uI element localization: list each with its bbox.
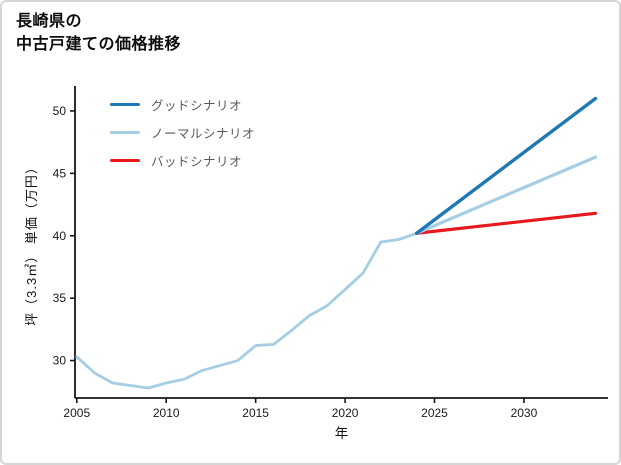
x-tick-label: 2005: [63, 406, 90, 420]
legend-swatch-bad-scenario: [110, 158, 140, 162]
x-axis-label: 年: [334, 426, 349, 441]
chart-title: 長崎県の 中古戸建ての価格推移: [16, 10, 181, 56]
y-tick-label: 30: [53, 354, 67, 368]
y-tick-label: 50: [53, 104, 67, 118]
legend-swatch-good-scenario: [110, 102, 140, 106]
series-line-historical-price: [75, 231, 419, 390]
legend: グッドシナリオ ノーマルシナリオ バッドシナリオ: [110, 90, 255, 174]
x-tick-label: 2010: [153, 406, 180, 420]
y-tick-label: 40: [53, 229, 67, 243]
series-line-scenario-1: [415, 155, 598, 235]
x-tick-label: 2015: [242, 406, 269, 420]
x-tick-label: 2030: [511, 406, 538, 420]
chart-title-line2: 中古戸建ての価格推移: [16, 36, 182, 53]
x-tick-label: 2025: [421, 406, 448, 420]
legend-label-normal-scenario: ノーマルシナリオ: [151, 126, 256, 141]
legend-item-good-scenario: グッドシナリオ: [110, 90, 255, 118]
chart-title-line1: 長崎県の: [16, 13, 83, 30]
legend-label-good-scenario: グッドシナリオ: [151, 98, 243, 113]
legend-item-normal-scenario: ノーマルシナリオ: [110, 118, 255, 146]
y-tick-label: 45: [53, 166, 67, 180]
x-tick-label: 2020: [332, 406, 359, 420]
legend-label-bad-scenario: バッドシナリオ: [151, 154, 243, 169]
legend-item-bad-scenario: バッドシナリオ: [110, 146, 255, 174]
y-tick-label: 35: [53, 291, 67, 305]
legend-swatch-normal-scenario: [110, 130, 140, 134]
series-line-scenario-0: [414, 96, 598, 235]
y-axis-label: 坪（3.3㎡） 単価（万円）: [24, 160, 39, 326]
series-line-scenario-2: [415, 211, 598, 235]
